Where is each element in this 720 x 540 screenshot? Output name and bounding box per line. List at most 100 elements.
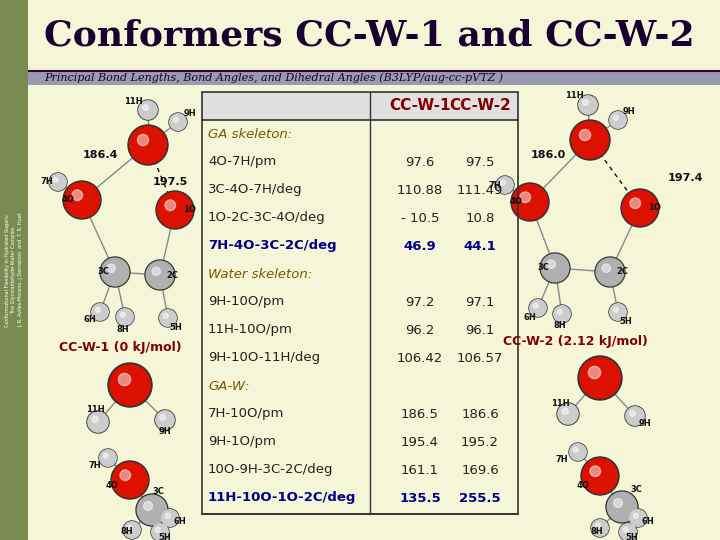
Circle shape	[103, 453, 108, 458]
Text: Conformers CC-W-1 and CC-W-2: Conformers CC-W-1 and CC-W-2	[44, 18, 695, 52]
Circle shape	[497, 177, 513, 193]
Circle shape	[116, 308, 134, 326]
Circle shape	[102, 258, 129, 286]
Text: 8H: 8H	[117, 325, 130, 334]
Circle shape	[547, 260, 555, 268]
Text: 3C: 3C	[97, 267, 109, 276]
Text: 3C: 3C	[537, 264, 549, 273]
Circle shape	[500, 180, 505, 185]
Circle shape	[610, 112, 626, 129]
Circle shape	[570, 444, 586, 460]
Circle shape	[595, 523, 600, 528]
Text: 186.4: 186.4	[82, 150, 118, 160]
Circle shape	[606, 491, 638, 523]
Text: 5H: 5H	[170, 323, 182, 333]
Circle shape	[579, 96, 597, 114]
Circle shape	[162, 510, 179, 526]
Text: 44.1: 44.1	[464, 240, 496, 253]
Circle shape	[569, 443, 587, 461]
Text: 169.6: 169.6	[461, 463, 499, 476]
Text: 195.4: 195.4	[401, 435, 439, 449]
Circle shape	[72, 190, 83, 200]
Circle shape	[595, 257, 625, 287]
Text: 96.1: 96.1	[465, 323, 495, 336]
Circle shape	[540, 253, 570, 283]
Circle shape	[553, 305, 571, 323]
Text: 6H: 6H	[642, 517, 654, 526]
Circle shape	[626, 407, 644, 425]
Text: 1O-2C-3C-4O/deg: 1O-2C-3C-4O/deg	[208, 212, 325, 225]
Circle shape	[619, 523, 637, 540]
Text: 9H-1O/pm: 9H-1O/pm	[208, 435, 276, 449]
Circle shape	[112, 463, 148, 497]
Text: 5H: 5H	[158, 534, 171, 540]
Text: 195.2: 195.2	[461, 435, 499, 449]
Text: 4O-7H/pm: 4O-7H/pm	[208, 156, 276, 168]
Circle shape	[160, 310, 176, 326]
Circle shape	[582, 100, 588, 105]
Circle shape	[529, 299, 547, 317]
Circle shape	[143, 502, 153, 510]
Circle shape	[613, 307, 618, 312]
Circle shape	[99, 449, 117, 467]
Circle shape	[170, 114, 186, 130]
Text: 9H: 9H	[158, 428, 171, 436]
Text: CC-W-1: CC-W-1	[390, 98, 451, 113]
Circle shape	[592, 519, 608, 536]
Text: 4O: 4O	[577, 481, 590, 489]
Circle shape	[100, 257, 130, 287]
Circle shape	[155, 410, 175, 430]
Circle shape	[156, 527, 161, 532]
Circle shape	[120, 312, 125, 318]
Circle shape	[165, 200, 176, 211]
Circle shape	[630, 411, 635, 416]
Text: 11H-10O/pm: 11H-10O/pm	[208, 323, 293, 336]
Circle shape	[156, 191, 194, 229]
Text: 10.8: 10.8	[465, 212, 495, 225]
Circle shape	[152, 524, 168, 540]
Text: 97.1: 97.1	[465, 295, 495, 308]
Text: 9H-10O/pm: 9H-10O/pm	[208, 295, 284, 308]
Circle shape	[151, 523, 169, 540]
Circle shape	[120, 470, 130, 481]
Text: 9H-10O-11H/deg: 9H-10O-11H/deg	[208, 352, 320, 365]
Circle shape	[591, 519, 609, 537]
Text: 186.0: 186.0	[531, 150, 566, 160]
Circle shape	[609, 303, 627, 321]
Circle shape	[138, 134, 148, 146]
Circle shape	[613, 498, 623, 508]
Text: GA skeleton:: GA skeleton:	[208, 127, 292, 140]
Text: 11H: 11H	[564, 91, 583, 99]
Circle shape	[562, 408, 568, 414]
Circle shape	[582, 458, 618, 494]
Circle shape	[163, 313, 168, 318]
Circle shape	[109, 364, 150, 405]
Text: 255.5: 255.5	[459, 491, 501, 504]
Text: 106.57: 106.57	[456, 352, 503, 365]
Text: 9H: 9H	[623, 107, 635, 117]
Text: 11H-10O-1O-2C/deg: 11H-10O-1O-2C/deg	[208, 491, 356, 504]
Circle shape	[49, 173, 67, 191]
Circle shape	[161, 509, 179, 527]
Circle shape	[596, 258, 624, 286]
Text: 9H: 9H	[184, 110, 197, 118]
Circle shape	[609, 111, 627, 129]
Circle shape	[541, 254, 569, 282]
Text: 7H-10O/pm: 7H-10O/pm	[208, 408, 284, 421]
Text: 7H-4O-3C-2C/deg: 7H-4O-3C-2C/deg	[208, 240, 337, 253]
Text: 186.6: 186.6	[461, 408, 499, 421]
Text: 6H: 6H	[84, 315, 96, 325]
Circle shape	[554, 306, 570, 322]
Circle shape	[117, 309, 133, 325]
Circle shape	[530, 300, 546, 316]
Circle shape	[143, 105, 148, 110]
Circle shape	[91, 303, 108, 320]
Bar	[28, 71, 720, 85]
Circle shape	[534, 303, 539, 308]
Text: 7H: 7H	[489, 180, 501, 190]
Circle shape	[130, 126, 166, 164]
Text: 8H: 8H	[554, 321, 567, 330]
Circle shape	[621, 189, 659, 227]
Circle shape	[570, 120, 610, 160]
Text: 5H: 5H	[626, 534, 639, 540]
